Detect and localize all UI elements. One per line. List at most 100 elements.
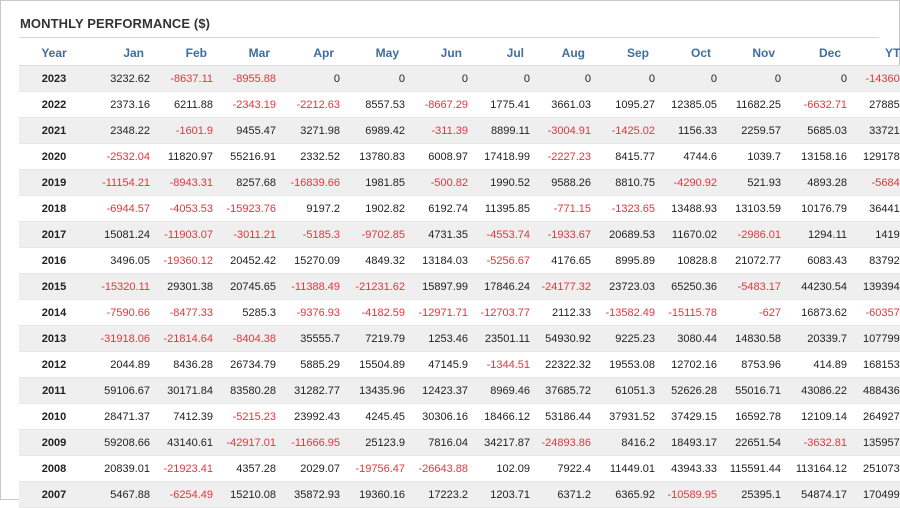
table-row: 2020 -2532.04 11820.97 55216.91 2332.52 13780… [19,143,900,170]
table-body: 2023 3232.62 -8637.11 -8955.88 0 0 0 0 0 0 0 0 0 -143… [19,65,900,508]
ytd-cell: 14190.4 [851,221,900,248]
month-value-cell: -3004.91 [534,117,595,144]
table-header-row: Year Jan Feb Mar Apr May Jun Jul Aug Sep… [19,41,900,66]
month-value-cell: 6365.92 [595,481,659,508]
year-cell: 2023 [19,65,89,92]
ytd-cell: 33721.91 [851,117,900,144]
ytd-cell: 83792.66 [851,247,900,274]
month-value-cell: 4357.28 [217,455,280,482]
month-value-cell: 23723.03 [595,273,659,300]
month-value-cell: 6192.74 [409,195,472,222]
month-value-cell: 4893.28 [785,169,851,196]
month-value-cell: -500.82 [409,169,472,196]
month-value-cell: 12423.37 [409,377,472,404]
month-value-cell: -9376.93 [280,299,344,326]
year-cell: 2019 [19,169,89,196]
ytd-cell: 168153.94 [851,351,900,378]
month-value-cell: -19360.12 [154,247,217,274]
month-value-cell: -42917.01 [217,429,280,456]
month-value-cell: 15081.24 [89,221,154,248]
month-value-cell: 20339.7 [785,325,851,352]
year-cell: 2008 [19,455,89,482]
month-value-cell: 10176.79 [785,195,851,222]
month-value-cell: 13780.83 [344,143,409,170]
year-cell: 2020 [19,143,89,170]
column-header-dec: Dec [785,41,851,66]
month-value-cell: 0 [659,65,721,92]
year-cell: 2022 [19,91,89,118]
ytd-cell: 107799.85 [851,325,900,352]
year-cell: 2014 [19,299,89,326]
month-value-cell: -5483.17 [721,273,785,300]
month-value-cell: 55216.91 [217,143,280,170]
month-value-cell: -6632.71 [785,91,851,118]
table-row: 2021 2348.22 -1601.9 9455.47 3271.98 6989.42-… [19,117,900,144]
month-value-cell: -627 [721,299,785,326]
month-value-cell: 20839.01 [89,455,154,482]
month-value-cell: 25123.9 [344,429,409,456]
month-value-cell: -5215.23 [217,403,280,430]
month-value-cell: 9588.26 [534,169,595,196]
month-value-cell: 43943.33 [659,455,721,482]
month-value-cell: 115591.44 [721,455,785,482]
ytd-cell: 251073.99 [851,455,900,482]
month-value-cell: -8943.31 [154,169,217,196]
month-value-cell: -11154.21 [89,169,154,196]
title-divider [19,37,879,38]
month-value-cell: 17846.24 [472,273,534,300]
month-value-cell: 2044.89 [89,351,154,378]
month-value-cell: 1990.52 [472,169,534,196]
column-header-nov: Nov [721,41,785,66]
month-value-cell: -8477.33 [154,299,217,326]
year-cell: 2017 [19,221,89,248]
month-value-cell: 19553.08 [595,351,659,378]
month-value-cell: 55016.71 [721,377,785,404]
month-value-cell: 15504.89 [344,351,409,378]
month-value-cell: 83580.28 [217,377,280,404]
month-value-cell: 1039.7 [721,143,785,170]
month-value-cell: 4849.32 [344,247,409,274]
month-value-cell: 8416.2 [595,429,659,456]
month-value-cell: 5467.88 [89,481,154,508]
month-value-cell: 7219.79 [344,325,409,352]
month-value-cell: -12971.71 [409,299,472,326]
year-cell: 2010 [19,403,89,430]
month-value-cell: 8753.96 [721,351,785,378]
month-value-cell: 18466.12 [472,403,534,430]
month-value-cell: 43140.61 [154,429,217,456]
month-value-cell: 113164.12 [785,455,851,482]
month-value-cell: 1156.33 [659,117,721,144]
ytd-cell: -14360.37 [851,65,900,92]
month-value-cell: 3661.03 [534,91,595,118]
month-value-cell: 0 [472,65,534,92]
month-value-cell: 6989.42 [344,117,409,144]
month-value-cell: 7412.39 [154,403,217,430]
month-value-cell: 14830.58 [721,325,785,352]
month-value-cell: -11903.07 [154,221,217,248]
month-value-cell: 2029.07 [280,455,344,482]
table-row: 2022 2373.16 6211.88 -2343.19 -2212.63 8557.5… [19,91,900,118]
table-row: 2023 3232.62 -8637.11 -8955.88 0 0 0 0 0 0 0 0 0 -143… [19,65,900,92]
month-value-cell: 16873.62 [785,299,851,326]
table-row: 2009 59208.66 43140.61 -42917.01 -11666.95 25… [19,429,900,456]
month-value-cell: -4553.74 [472,221,534,248]
month-value-cell: -311.39 [409,117,472,144]
month-value-cell: 54874.17 [785,481,851,508]
month-value-cell: -4182.59 [344,299,409,326]
month-value-cell: 2373.16 [89,91,154,118]
month-value-cell: 3080.44 [659,325,721,352]
table-row: 2013 -31918.06 -21814.64 -8404.38 35555.7 721… [19,325,900,352]
month-value-cell: 18493.17 [659,429,721,456]
column-header-sep: Sep [595,41,659,66]
month-value-cell: 0 [721,65,785,92]
month-value-cell: 35872.93 [280,481,344,508]
year-cell: 2021 [19,117,89,144]
month-value-cell: 11395.85 [472,195,534,222]
month-value-cell: -771.15 [534,195,595,222]
monthly-performance-table: Year Jan Feb Mar Apr May Jun Jul Aug Sep… [19,41,900,508]
ytd-cell: -60357.01 [851,299,900,326]
month-value-cell: 54930.92 [534,325,595,352]
month-value-cell: -4053.53 [154,195,217,222]
month-value-cell: -21814.64 [154,325,217,352]
month-value-cell: 13488.93 [659,195,721,222]
